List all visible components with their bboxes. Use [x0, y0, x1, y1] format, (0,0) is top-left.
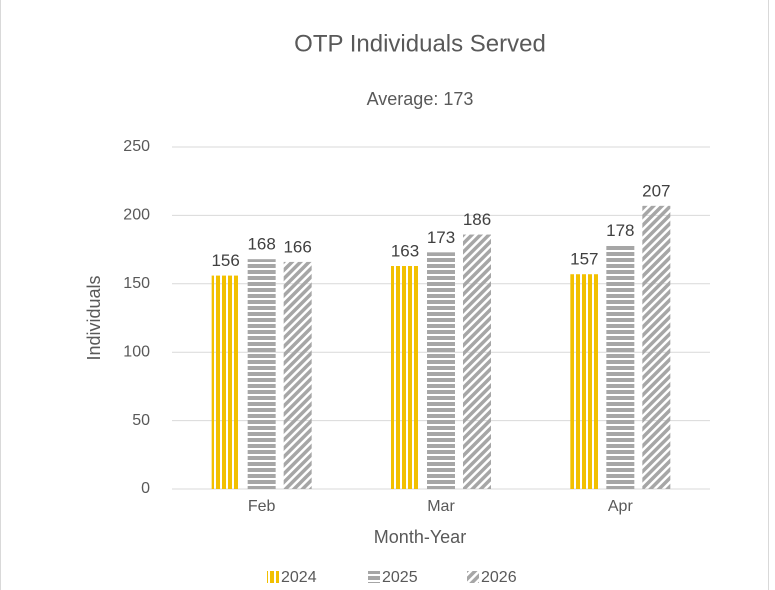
y-axis-label: Individuals — [84, 275, 104, 360]
value-label: 178 — [606, 221, 634, 240]
value-label: 173 — [427, 228, 455, 247]
bar — [391, 266, 419, 489]
value-label: 166 — [283, 237, 311, 256]
legend-label: 2025 — [382, 569, 418, 586]
y-tick-label: 50 — [132, 412, 150, 429]
value-label: 157 — [570, 250, 598, 269]
legend-label: 2024 — [281, 569, 317, 586]
legend-swatch — [467, 571, 479, 583]
bar — [570, 274, 599, 489]
value-label: 186 — [463, 210, 491, 229]
chart-title: OTP Individuals Served — [294, 30, 546, 57]
y-tick-label: 100 — [123, 343, 150, 360]
bar — [606, 245, 635, 489]
x-tick-label: Mar — [427, 498, 455, 515]
value-label: 168 — [247, 235, 275, 254]
legend-swatch — [267, 571, 279, 583]
bar — [642, 205, 671, 489]
legend-label: 2026 — [481, 569, 517, 586]
y-tick-label: 200 — [123, 207, 150, 224]
x-tick-label: Apr — [608, 498, 634, 515]
x-tick-label: Feb — [248, 498, 276, 515]
y-tick-label: 0 — [141, 480, 150, 497]
chart-subtitle: Average: 173 — [367, 89, 474, 109]
y-tick-label: 250 — [123, 138, 150, 155]
legend-swatch — [368, 571, 380, 583]
value-label: 163 — [391, 242, 419, 261]
bar — [463, 234, 491, 489]
bar — [211, 275, 240, 489]
bar — [427, 252, 455, 489]
x-axis-label: Month-Year — [374, 527, 466, 547]
bar — [283, 261, 312, 489]
bar — [247, 259, 276, 489]
y-tick-label: 150 — [123, 275, 150, 292]
value-label: 207 — [642, 181, 670, 200]
value-label: 156 — [211, 251, 239, 270]
